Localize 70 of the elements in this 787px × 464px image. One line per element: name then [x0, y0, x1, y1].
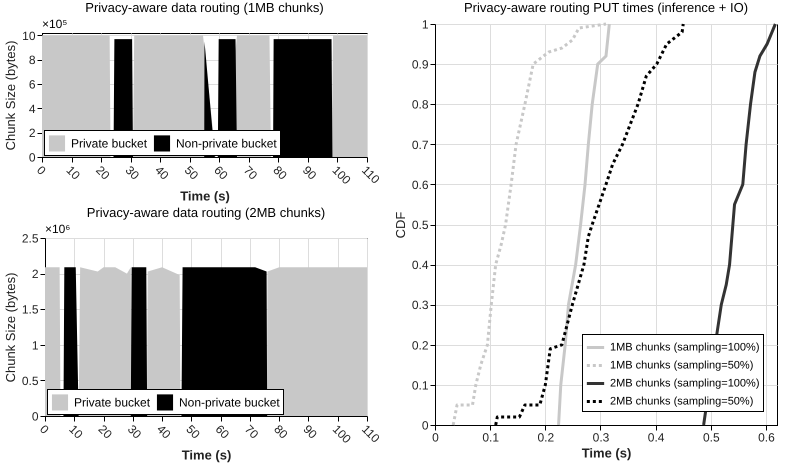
y-tick-label: 1: [422, 18, 429, 32]
x-tick-label: 0.6: [758, 430, 776, 444]
y-tick-label: 2: [32, 267, 39, 282]
x-tick-label: 30: [124, 422, 144, 442]
y-tick-label: 0.8: [412, 98, 429, 112]
chart-title: Privacy-aware data routing (2MB chunks): [86, 205, 326, 220]
x-tick-label: 60: [211, 163, 231, 183]
x-tick-label: 100: [329, 163, 354, 188]
x-tick-label: 90: [300, 422, 320, 442]
x-tick-label: 20: [93, 163, 113, 183]
y-tick-label: 0.5: [22, 374, 39, 388]
y-tick-label: 0.1: [412, 378, 429, 392]
legend-label: 1MB chunks (sampling=100%): [610, 342, 760, 354]
text: ×10⁶: [45, 222, 70, 236]
x-tick-label: 0.5: [702, 430, 720, 444]
x-axis-title: Time (s): [182, 447, 232, 462]
line-series: [452, 22, 608, 426]
x-tick-label: 100: [330, 422, 354, 446]
x-tick-label: 10: [64, 163, 84, 183]
x-tick-label: 0: [432, 430, 440, 444]
y-axis-title: Chunk Size (bytes): [2, 272, 18, 382]
legend-label: 2MB chunks (sampling=100%): [610, 378, 760, 390]
y-tick-label: 0.9: [412, 58, 429, 72]
y-axis-title: CDF: [392, 212, 408, 238]
x-tick-label: 0.3: [592, 430, 610, 444]
x-tick-label: 40: [152, 163, 172, 183]
y-tick-label: 1: [32, 338, 39, 352]
y-tick-label: 0.2: [412, 338, 429, 352]
text: ×10⁵: [42, 17, 68, 31]
x-tick-label: 90: [300, 163, 320, 183]
x-tick-label: 0.4: [648, 430, 665, 444]
y-tick-label: 2: [28, 126, 36, 140]
x-tick-label: 60: [212, 422, 232, 442]
x-tick-label: 20: [96, 422, 116, 442]
y-tick-label: 0.3: [412, 298, 429, 312]
x-tick-label: 110: [359, 163, 383, 187]
x-tick-label: 10: [66, 422, 86, 442]
x-tick-label: 70: [240, 163, 260, 183]
x-tick-label: 70: [242, 422, 262, 442]
chart-title: Privacy-aware data routing (1MB chunks): [85, 0, 324, 15]
legend-label: Private bucket: [71, 136, 148, 150]
x-tick-label: 80: [270, 163, 290, 183]
chart-title: Privacy-aware routing PUT times (inference + IO): [464, 0, 748, 15]
x-tick-label: 50: [182, 163, 202, 183]
y-tick-label: 10: [22, 28, 36, 43]
legend-label: Non-private bucket: [179, 395, 280, 410]
y-tick-label: 4: [28, 102, 36, 116]
y-axis-title: Chunk Size (bytes): [3, 40, 18, 150]
legend-label: Private bucket: [74, 395, 151, 410]
y-tick-label: 0.5: [412, 218, 429, 232]
x-tick-label: 80: [271, 422, 291, 442]
x-tick-label: 0.2: [537, 430, 554, 444]
y-tick-label: 0: [28, 150, 36, 164]
y-tick-label: 0.4: [412, 258, 429, 272]
x-axis-title: Time (s): [180, 188, 230, 204]
y-tick-label: 1.5: [22, 302, 39, 317]
x-tick-label: 40: [154, 422, 174, 442]
legend-label: Non-private bucket: [176, 136, 278, 150]
x-tick-label: 0.1: [482, 430, 500, 444]
y-tick-label: 2.5: [22, 232, 39, 246]
x-tick-label: 110: [359, 422, 383, 446]
x-tick-label: 30: [122, 163, 142, 183]
legend-label: 2MB chunks (sampling=50%): [610, 396, 754, 408]
y-tick-label: 6: [28, 78, 36, 92]
legend-label: 1MB chunks (sampling=50%): [610, 360, 754, 372]
y-tick-label: 0.7: [412, 138, 429, 152]
y-tick-label: 8: [28, 53, 36, 68]
x-tick-label: 50: [183, 422, 203, 442]
x-axis-title: Time (s): [582, 446, 632, 460]
y-tick-label: 0: [32, 410, 39, 424]
